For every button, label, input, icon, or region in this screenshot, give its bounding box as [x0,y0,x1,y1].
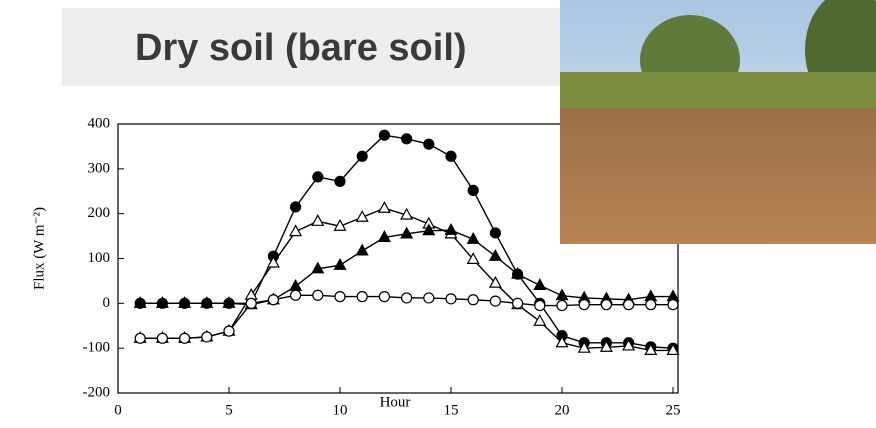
marker [200,296,214,308]
x-axis-label: Hour [380,394,411,410]
plot: -200 -100 0 100 200 300 400 0 5 10 15 20 25 Hour Flux … [31,115,680,418]
marker [312,171,324,183]
marker [266,255,280,268]
marker [400,226,414,239]
y-tick-label: 100 [88,250,111,266]
marker [400,207,414,220]
marker [245,297,257,309]
marker [289,279,303,291]
x-tick-label: 0 [114,402,122,418]
marker [378,129,390,141]
marker [290,289,302,301]
marker [444,223,458,235]
marker [377,201,391,213]
marker [622,299,635,311]
marker [423,292,435,304]
marker [333,218,347,231]
y-axis-label: Flux (W m⁻²) [31,207,47,290]
x-tick-label: 5 [225,402,233,418]
marker [489,295,501,307]
marker [645,299,657,311]
marker [156,332,168,344]
marker [356,291,368,303]
x-tick-label: 20 [555,402,570,418]
y-tick-label: 0 [103,295,111,311]
x-tick-label: 25 [666,402,681,418]
marker [155,296,169,308]
marker [378,291,390,303]
marker [622,338,636,351]
marker [333,257,347,270]
marker [578,299,590,311]
marker [223,325,235,337]
marker [401,292,413,304]
field-photo [560,0,876,244]
x-tick-label: 15 [444,402,459,418]
marker [467,184,479,196]
marker [290,201,302,213]
marker [222,296,236,308]
marker [466,252,480,264]
y-tick-label: 400 [88,115,111,131]
marker [401,133,413,145]
marker [555,288,569,301]
marker [488,249,502,261]
y-tick-label: 300 [88,160,111,176]
marker [533,314,547,326]
y-tick-label: 200 [88,205,111,221]
marker [355,210,369,222]
title-banner [62,8,562,86]
marker [356,150,368,162]
y-tick-label: -200 [83,384,111,400]
marker [311,214,325,226]
marker [511,266,525,279]
marker [534,299,546,312]
marker [179,332,191,344]
marker [467,294,479,306]
marker [377,230,391,243]
marker [267,294,279,306]
x-tick-label: 10 [333,402,348,418]
marker [489,227,501,239]
marker [178,296,192,308]
marker [445,150,457,162]
marker [600,299,613,311]
marker [355,243,369,256]
y-tick-label: -100 [83,340,111,356]
marker [201,331,213,343]
marker [466,231,480,244]
marker [488,275,502,288]
marker [666,343,680,356]
marker [556,299,568,312]
marker [289,224,303,237]
marker [423,138,435,150]
slide-title: Dry soil (bare soil) [135,27,467,69]
marker [667,299,679,311]
marker [334,291,346,303]
marker [599,340,613,352]
marker [511,297,524,309]
marker [555,335,569,348]
marker [133,296,147,308]
marker [644,343,658,356]
marker [334,175,346,187]
marker [445,293,457,305]
marker [422,223,436,236]
marker [134,332,146,344]
marker [312,289,324,301]
marker [533,278,547,290]
marker [311,261,325,274]
marker [577,340,591,353]
